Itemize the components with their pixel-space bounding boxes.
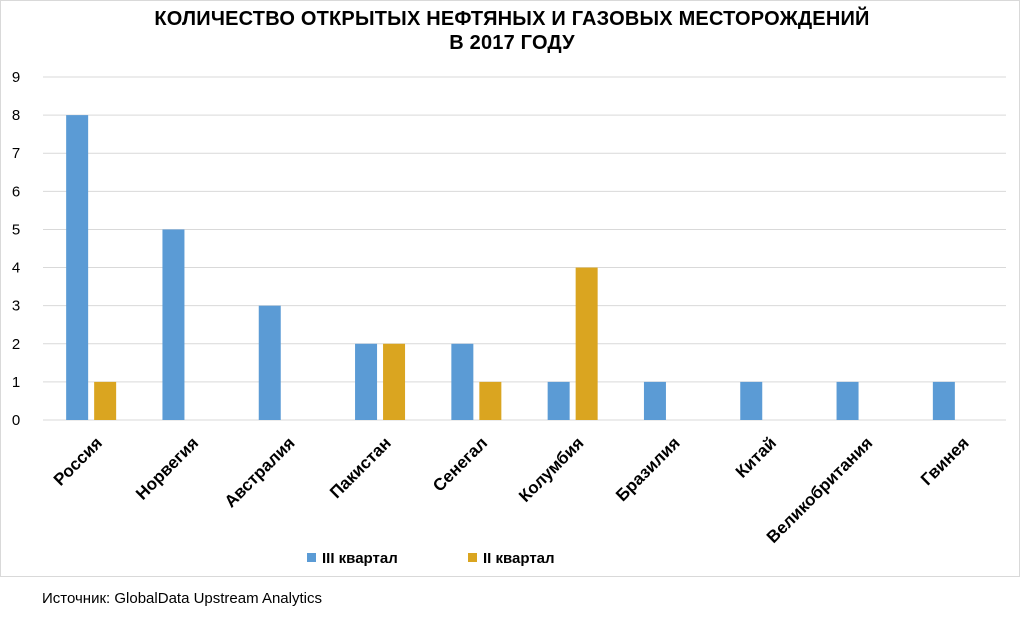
bar-q3 xyxy=(547,381,570,420)
y-axis-ticks: 0 1 2 3 4 5 6 7 8 9 xyxy=(12,69,20,429)
chart-title: КОЛИЧЕСТВО ОТКРЫТЫХ НЕФТЯНЫХ И ГАЗОВЫХ М… xyxy=(0,7,1024,55)
bar-q3 xyxy=(355,343,378,420)
x-category-label: Колумбия xyxy=(515,433,587,505)
legend-label: II квартал xyxy=(483,550,555,567)
x-category-label: Бразилия xyxy=(612,433,684,505)
legend: III квартал II квартал xyxy=(307,550,555,567)
y-tick-label: 5 xyxy=(12,221,20,238)
bar-q3 xyxy=(932,381,955,420)
bar-q3 xyxy=(162,229,185,420)
legend-swatch xyxy=(468,553,477,562)
bar-q3 xyxy=(740,381,763,420)
y-tick-label: 0 xyxy=(12,412,20,429)
bar-q2 xyxy=(94,381,117,420)
x-category-label: Норвегия xyxy=(132,433,202,503)
x-category-label: Сенегал xyxy=(429,433,491,495)
x-category-label: Россия xyxy=(50,433,106,489)
x-category-label: Китай xyxy=(732,433,780,481)
y-tick-label: 4 xyxy=(12,260,20,277)
source-note: Источник: GlobalData Upstream Analytics xyxy=(42,590,322,607)
chart-title-line-2: В 2017 ГОДУ xyxy=(449,32,575,54)
bars xyxy=(66,115,955,420)
y-tick-label: 3 xyxy=(12,298,20,315)
y-tick-label: 2 xyxy=(12,336,20,353)
x-category-label: Великобритания xyxy=(763,433,876,546)
bar-q3 xyxy=(451,343,474,420)
y-tick-label: 6 xyxy=(12,183,20,200)
bar-q3 xyxy=(643,381,666,420)
bar-q3 xyxy=(258,305,281,420)
x-axis-labels: Россия Норвегия Австралия Пакистан Сенегал Ко… xyxy=(50,433,973,546)
bar-q2 xyxy=(479,381,502,420)
y-tick-label: 8 xyxy=(12,107,20,124)
y-tick-label: 9 xyxy=(12,69,20,86)
bar-q2 xyxy=(575,267,598,420)
bar-q2 xyxy=(383,343,406,420)
bar-q3 xyxy=(836,381,859,420)
legend-swatch xyxy=(307,553,316,562)
x-category-label: Австралия xyxy=(221,433,299,511)
bar-q3 xyxy=(66,115,89,420)
x-category-label: Пакистан xyxy=(326,433,395,502)
legend-label: III квартал xyxy=(322,550,398,567)
chart-title-line-1: КОЛИЧЕСТВО ОТКРЫТЫХ НЕФТЯНЫХ И ГАЗОВЫХ М… xyxy=(154,8,870,30)
y-tick-label: 1 xyxy=(12,374,20,391)
y-tick-label: 7 xyxy=(12,145,20,162)
grid-lines xyxy=(43,76,1006,421)
x-category-label: Гвинея xyxy=(917,433,973,489)
